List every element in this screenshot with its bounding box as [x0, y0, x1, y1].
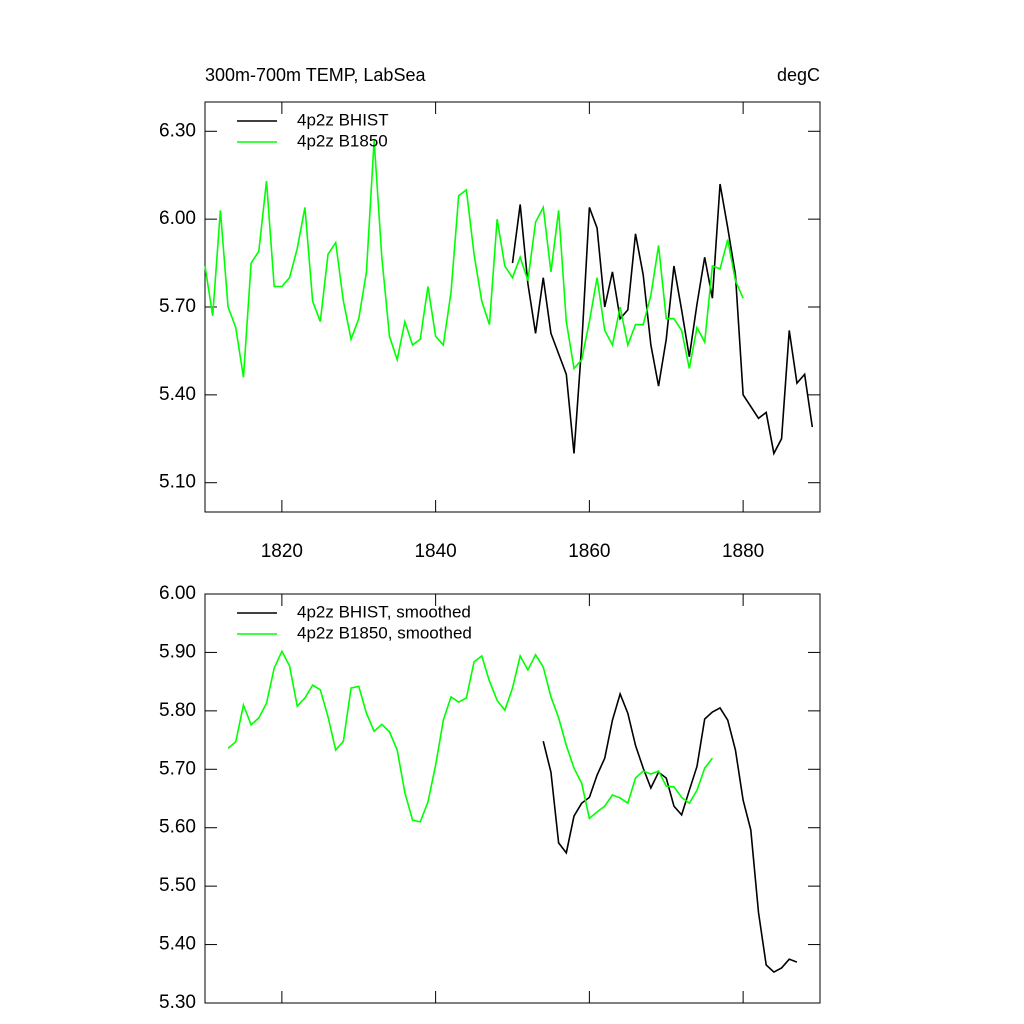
- y-tick-label: 5.50: [159, 875, 196, 896]
- y-tick-label: 5.40: [159, 934, 196, 955]
- legend-label: 4p2z BHIST: [297, 110, 389, 129]
- legend-label: 4p2z B1850, smoothed: [297, 623, 472, 642]
- y-tick-label: 6.30: [159, 120, 196, 141]
- plot-frame: [204, 101, 821, 513]
- legend-label: 4p2z B1850: [297, 131, 388, 150]
- data-line: [511, 183, 814, 456]
- x-tick-label: 1860: [568, 541, 610, 562]
- plot-frame: [204, 593, 821, 1004]
- y-tick-label: 6.00: [159, 583, 196, 604]
- y-tick-label: 6.00: [159, 208, 196, 229]
- y-tick-label: 5.90: [159, 641, 196, 662]
- data-line: [542, 691, 798, 974]
- x-tick-label: 1820: [261, 541, 303, 562]
- data-line: [227, 649, 714, 823]
- x-tick-label: 1880: [722, 541, 764, 562]
- units-label: degC: [777, 65, 820, 85]
- y-tick-label: 5.30: [159, 992, 196, 1013]
- y-tick-label: 5.60: [159, 817, 196, 838]
- chart-title: 300m-700m TEMP, LabSea: [205, 65, 426, 85]
- data-line: [204, 140, 744, 378]
- legend-label: 4p2z BHIST, smoothed: [297, 602, 471, 621]
- y-tick-label: 5.40: [159, 384, 196, 405]
- y-tick-label: 5.80: [159, 700, 196, 721]
- y-tick-label: 5.70: [159, 296, 196, 317]
- y-tick-label: 5.10: [159, 472, 196, 493]
- x-tick-label: 1840: [414, 541, 456, 562]
- y-tick-label: 5.70: [159, 758, 196, 779]
